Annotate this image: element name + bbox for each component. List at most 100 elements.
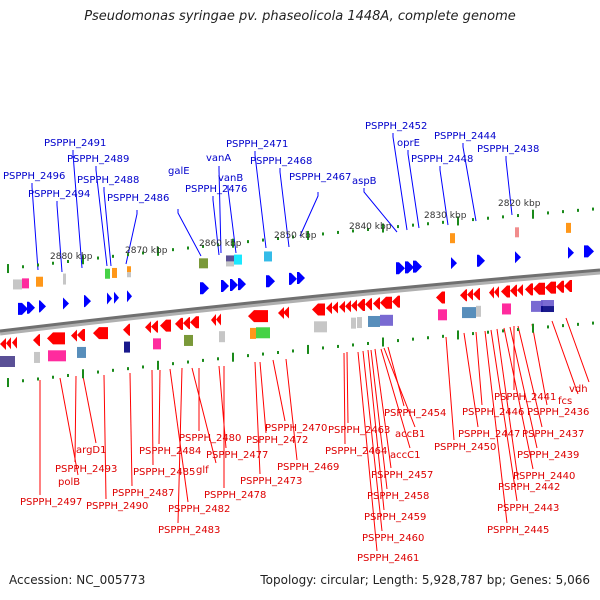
forward-label-leader [103, 187, 112, 267]
reverse-cog-box [153, 338, 161, 350]
reverse-label-leader [387, 346, 405, 407]
reverse-gene-arrow [33, 334, 40, 347]
reverse-gene-label: accB1 [395, 429, 425, 440]
tick-mark [172, 248, 174, 252]
reverse-gene-arrow [460, 289, 467, 302]
tick-mark [502, 215, 504, 219]
forward-gene-arrow [84, 295, 91, 308]
reverse-gene-arrow [373, 297, 380, 310]
forward-label-leader [56, 201, 63, 273]
reverse-gene-arrow [211, 314, 216, 327]
tick-mark [307, 230, 309, 240]
tick-mark [142, 365, 144, 369]
tick-mark [97, 256, 99, 260]
tick-mark [172, 362, 174, 366]
tick-mark [127, 253, 129, 257]
tick-mark [532, 323, 534, 333]
forward-gene-arrow [584, 245, 594, 258]
tick-mark [487, 216, 489, 220]
reverse-gene-arrow [175, 317, 183, 330]
tick-mark [67, 373, 69, 377]
reverse-gene-arrow [283, 306, 289, 319]
reverse-gene-arrow [473, 288, 480, 301]
forward-gene-arrow [413, 260, 422, 273]
reverse-label-leader [565, 317, 590, 383]
tick-mark [157, 360, 159, 370]
reverse-gene-label: PSPPH_2483 [158, 525, 220, 536]
forward-gene-arrow [230, 279, 238, 292]
reverse-cog-box [256, 327, 270, 339]
forward-cog-box [450, 233, 455, 244]
reverse-label-leader [218, 365, 227, 449]
reverse-gene-label: PSPPH_2454 [384, 408, 446, 419]
reverse-label-leader [496, 328, 519, 481]
forward-cog-box [22, 278, 29, 289]
tick-mark [157, 246, 159, 256]
forward-gene-arrow [238, 278, 246, 291]
reverse-gene-arrow [392, 295, 400, 308]
tick-mark [322, 232, 324, 236]
reverse-cog-box [219, 331, 225, 343]
reverse-gene-label: vdh [569, 384, 588, 395]
forward-gene-label: PSPPH_2488 [77, 175, 139, 186]
tick-mark [442, 334, 444, 338]
reverse-gene-label: PSPPH_2445 [487, 525, 549, 536]
reverse-label-leader [343, 352, 346, 445]
reverse-gene-arrow [47, 332, 65, 345]
reverse-gene-arrow [467, 288, 473, 301]
reverse-gene-arrow [357, 299, 365, 312]
reverse-gene-arrow [123, 323, 130, 336]
reverse-label-leader [531, 323, 548, 406]
tick-mark [97, 370, 99, 374]
reverse-gene-label: PSPPH_2440 [513, 471, 575, 482]
reverse-gene-label: PSPPH_2441 [494, 392, 556, 403]
forward-label-leader [363, 188, 398, 233]
forward-gene-arrow [396, 262, 405, 275]
tick-mark [7, 378, 9, 388]
reverse-cog-box [0, 356, 15, 367]
tick-mark [52, 375, 54, 379]
reverse-gene-arrow [248, 310, 268, 323]
genome-summary: Topology: circular; Length: 5,928,787 bp… [260, 573, 590, 587]
forward-gene-label: PSPPH_2476 [185, 184, 247, 195]
reverse-cog-box [476, 305, 481, 317]
reverse-cog-box [357, 317, 362, 329]
tick-mark [202, 244, 204, 248]
tick-mark [307, 344, 309, 354]
reverse-gene-label: PSPPH_2439 [517, 450, 579, 461]
scale-label: 2840 kbp [349, 222, 392, 232]
tick-mark [277, 351, 279, 355]
forward-gene-label: PSPPH_2494 [28, 189, 90, 200]
reverse-gene-arrow [564, 280, 572, 293]
tick-mark [247, 240, 249, 244]
reverse-label-leader [475, 331, 483, 406]
reverse-cog-box [124, 341, 130, 353]
forward-label-leader [95, 166, 108, 267]
tick-mark [502, 329, 504, 333]
forward-gene-arrow [200, 282, 209, 295]
reverse-gene-arrow [380, 296, 392, 309]
forward-label-leader [439, 166, 449, 226]
forward-cog-box [264, 251, 272, 262]
reverse-gene-arrow [326, 302, 332, 315]
forward-gene-arrow [114, 291, 119, 304]
reverse-label-leader [503, 327, 534, 470]
reverse-cog-box [380, 314, 393, 326]
forward-gene-arrow [127, 290, 132, 303]
reverse-label-leader [484, 330, 508, 524]
tick-mark [562, 324, 564, 328]
reverse-gene-arrow [0, 338, 6, 350]
forward-gene-label: PSPPH_2496 [3, 171, 65, 182]
reverse-gene-arrow [533, 282, 545, 295]
forward-gene-arrow [266, 275, 275, 288]
reverse-cog-box [531, 300, 543, 312]
tick-mark [547, 325, 549, 329]
forward-gene-arrow [27, 301, 35, 314]
forward-gene-arrow [451, 257, 457, 270]
reverse-gene-arrow [436, 291, 445, 304]
forward-gene-arrow [297, 272, 305, 285]
forward-cog-box [226, 261, 234, 267]
reverse-gene-label: PSPPH_2482 [168, 504, 230, 515]
